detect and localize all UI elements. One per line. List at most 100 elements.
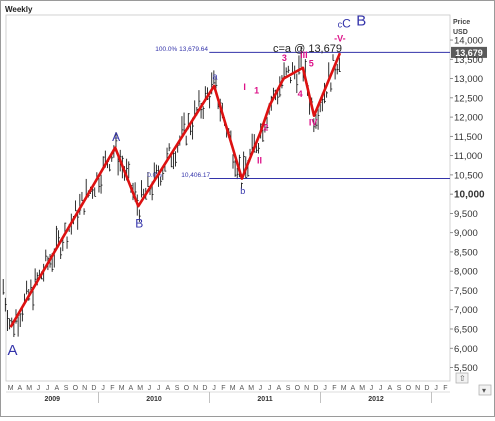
wave-line (9, 52, 342, 328)
x-month-label: A (129, 385, 134, 392)
x-month-label: O (295, 385, 301, 392)
wave-label: II (257, 156, 262, 166)
x-month-label: M (137, 385, 143, 392)
x-month-label: M (341, 385, 347, 392)
x-month-label: J (434, 385, 438, 392)
wave-label: c (338, 19, 343, 29)
currency-label-price: Price (453, 19, 470, 26)
x-month-label: J (268, 385, 272, 392)
y-tick-label: 5,500 (454, 363, 478, 374)
y-tick-label: 11,000 (454, 151, 482, 162)
wave-label: B (135, 217, 143, 231)
x-year-label: 2012 (368, 396, 384, 403)
fib-level-label: 100.0% 13,679.64 (155, 46, 208, 53)
y-tick-label: 13,000 (454, 74, 483, 85)
x-month-label: A (388, 385, 393, 392)
zoom-in-button[interactable]: ⇧ (455, 372, 469, 384)
y-tick-label: 9,000 (454, 228, 478, 239)
x-month-label: J (370, 385, 374, 392)
y-tick-label: 13,500 (454, 55, 483, 66)
elliott-wave-path (9, 52, 342, 328)
x-month-label: M (26, 385, 32, 392)
wave-label: 3 (282, 53, 287, 63)
y-tick-label: 14,000 (454, 36, 483, 47)
x-month-label: J (157, 385, 161, 392)
x-month-label: M (8, 385, 14, 392)
x-month-label: A (277, 385, 282, 392)
wave-label: 1 (254, 86, 259, 96)
x-month-label: O (184, 385, 190, 392)
x-year-label: 2010 (146, 396, 162, 403)
x-month-label: F (332, 385, 336, 392)
target-annotation: c=a @ 13,679 (273, 43, 342, 55)
x-month-label: J (323, 385, 327, 392)
y-tick-label: 6,500 (454, 324, 478, 335)
wave-label: III (300, 50, 308, 60)
x-month-label: M (248, 385, 254, 392)
wave-label: C (342, 16, 351, 30)
x-year-label: 2011 (257, 396, 272, 403)
fibonacci-levels: 100.0% 13,679.64 0.0% 10,406.17 13,679 (147, 46, 487, 179)
x-year-label: 2009 (44, 396, 60, 403)
x-month-label: O (73, 385, 79, 392)
x-month-label: N (304, 385, 309, 392)
wave-label: a (213, 71, 218, 81)
x-month-label: J (259, 385, 263, 392)
wave-label: 5 (309, 59, 314, 69)
wave-label: b (240, 186, 245, 196)
x-month-label: D (91, 385, 96, 392)
fib-level-value: 10,406.17 (181, 172, 210, 179)
scroll-down-button[interactable]: ▾ (478, 384, 492, 396)
x-month-label: S (286, 385, 291, 392)
timeframe-label: Weekly (5, 5, 33, 14)
x-month-label: J (37, 385, 41, 392)
y-tick-label: 6,000 (454, 344, 478, 355)
x-month-label: A (351, 385, 356, 392)
y-tick-label: 9,500 (454, 209, 478, 220)
x-month-label: A (18, 385, 23, 392)
x-month-label: N (193, 385, 198, 392)
x-month-label: J (101, 385, 105, 392)
x-month-label: D (424, 385, 429, 392)
plot-border (5, 14, 451, 382)
svg-text:⇧: ⇧ (459, 374, 466, 383)
grid (5, 14, 451, 382)
x-month-label: J (379, 385, 383, 392)
y-tick-label: 11,500 (454, 132, 482, 143)
x-month-label: A (166, 385, 171, 392)
x-month-label: N (82, 385, 87, 392)
x-month-label: D (202, 385, 207, 392)
y-tick-label: 7,000 (454, 305, 478, 316)
x-month-label: A (240, 385, 245, 392)
x-month-label: M (119, 385, 125, 392)
wave-label: 4 (298, 89, 303, 99)
wave-label: IV (309, 118, 318, 128)
x-month-label: J (46, 385, 50, 392)
x-month-label: M (230, 385, 236, 392)
x-month-label: M (359, 385, 365, 392)
x-month-label: J (212, 385, 216, 392)
y-tick-label: 7,500 (454, 286, 478, 297)
y-tick-label: 8,500 (454, 247, 478, 258)
svg-text:▾: ▾ (482, 386, 486, 395)
x-month-label: F (221, 385, 225, 392)
x-month-label: F (443, 385, 447, 392)
wave-label: B (356, 12, 366, 29)
wave-label: A (7, 342, 17, 359)
wave-label: 2 (263, 123, 268, 133)
x-month-label: J (148, 385, 152, 392)
y-tick-label: 12,500 (454, 93, 483, 104)
y-tick-label: 10,000 (454, 190, 485, 201)
x-month-label: A (55, 385, 60, 392)
y-axis: 5,500 6,000 6,500 7,000 7,500 8,000 8,500 9,000… (450, 36, 485, 374)
x-month-label: S (64, 385, 69, 392)
wave-label: I (243, 82, 246, 92)
x-month-label: S (397, 385, 402, 392)
x-month-label: F (110, 385, 114, 392)
x-month-label: S (175, 385, 180, 392)
fib-level-label: 0.0% (147, 172, 162, 179)
y-tick-label: 8,000 (454, 267, 478, 278)
